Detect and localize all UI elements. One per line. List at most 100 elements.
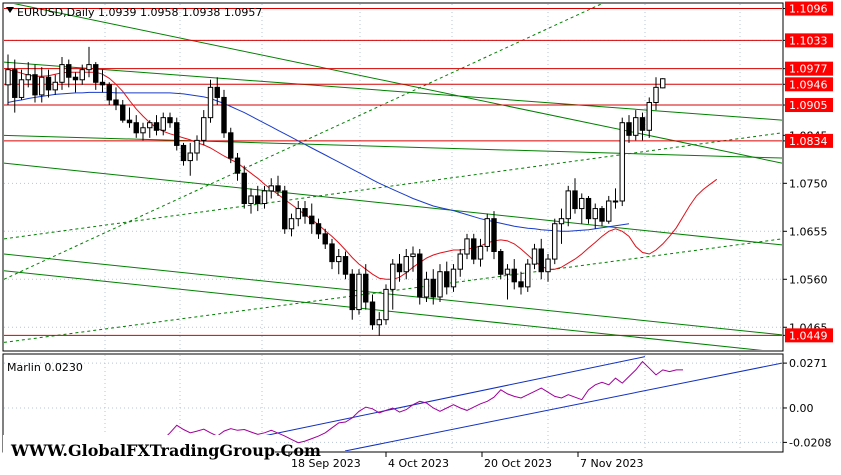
candle-body-bull bbox=[18, 79, 25, 98]
candle bbox=[25, 62, 31, 88]
candle-body-bull bbox=[531, 248, 538, 265]
candle-body-bear bbox=[430, 278, 436, 298]
candle bbox=[295, 200, 301, 227]
time-axis-label: 7 Nov 2023 bbox=[580, 457, 643, 470]
candle-body-bull bbox=[187, 152, 193, 162]
candle bbox=[585, 195, 592, 224]
candle bbox=[396, 254, 403, 282]
candle bbox=[288, 213, 295, 237]
candle-body-bull bbox=[619, 122, 625, 202]
candle-body-bear bbox=[99, 81, 106, 86]
price-level-box bbox=[785, 77, 833, 92]
candle bbox=[390, 259, 396, 310]
osc-axis-label: 0.0271 bbox=[789, 357, 828, 370]
candle bbox=[410, 246, 416, 272]
candle-body-bull bbox=[450, 268, 457, 288]
candle bbox=[342, 251, 349, 280]
candle-body-bull bbox=[147, 122, 153, 129]
candle-body-bear bbox=[444, 271, 450, 288]
candle bbox=[511, 259, 517, 290]
candle bbox=[626, 115, 632, 143]
candle bbox=[329, 238, 335, 270]
candle-body-bear bbox=[106, 84, 112, 101]
indicator-label: Marlin 0.0230 bbox=[7, 361, 83, 374]
candle bbox=[147, 120, 153, 138]
candle bbox=[174, 117, 180, 151]
candle bbox=[241, 165, 247, 209]
candle-body-bull bbox=[464, 238, 470, 255]
candle-body-bull bbox=[295, 208, 301, 220]
price-level-box bbox=[785, 33, 833, 48]
candle-body-bull bbox=[201, 117, 207, 141]
candle-body-bull bbox=[504, 268, 511, 275]
candle-body-bear bbox=[572, 190, 578, 210]
candle-body-bull bbox=[390, 263, 396, 290]
candle-body-bull bbox=[565, 190, 571, 220]
candle bbox=[444, 261, 450, 295]
candle-body-bear bbox=[396, 263, 403, 273]
candle-body-bull bbox=[646, 101, 652, 131]
green-channel-line bbox=[4, 270, 763, 350]
green-channel-line bbox=[13, 4, 782, 164]
candle-body-bull bbox=[383, 288, 389, 321]
candle-body-bear bbox=[498, 251, 504, 275]
price-level-box bbox=[785, 1, 833, 16]
price-axis-label: 1.1033 bbox=[789, 34, 828, 47]
candle-body-bear bbox=[315, 223, 322, 235]
candle bbox=[12, 59, 18, 113]
candle-body-bear bbox=[511, 268, 517, 283]
candle-body-bull bbox=[160, 117, 166, 131]
time-axis-label: 4 Oct 2023 bbox=[388, 457, 449, 470]
candle bbox=[140, 122, 146, 141]
candle-body-bear bbox=[153, 122, 160, 131]
price-panel[interactable] bbox=[2, 0, 784, 353]
candle-body-bull bbox=[248, 195, 254, 205]
candle bbox=[255, 185, 261, 212]
candle-body-bull bbox=[633, 117, 639, 136]
candle-body-bull bbox=[592, 208, 598, 220]
candle-body-bear bbox=[363, 273, 369, 303]
candle bbox=[484, 213, 490, 252]
oscillator-channel bbox=[254, 356, 782, 451]
candle bbox=[336, 248, 342, 275]
candle bbox=[234, 153, 241, 181]
candle-body-bear bbox=[491, 218, 497, 253]
candle bbox=[93, 62, 99, 90]
price-axis-label: 1.0905 bbox=[789, 99, 828, 112]
candle-body-bear bbox=[180, 144, 187, 162]
candle-body-bear bbox=[302, 208, 308, 217]
candle-body-bull bbox=[660, 78, 666, 89]
candle bbox=[194, 135, 200, 161]
price-level-box bbox=[785, 133, 833, 148]
candle-body-bear bbox=[626, 122, 632, 136]
watermark-text: WWW.GlobalFXTradingGroup.Com bbox=[10, 441, 321, 460]
candle-body-bear bbox=[221, 96, 227, 134]
candle bbox=[464, 233, 470, 260]
candle-body-bear bbox=[66, 64, 72, 78]
candle bbox=[349, 269, 355, 320]
green-dashed-line bbox=[4, 132, 782, 240]
candle-body-bear bbox=[133, 122, 139, 134]
candle bbox=[106, 82, 112, 106]
candle-body-bear bbox=[369, 301, 376, 326]
candle-body-bear bbox=[639, 117, 646, 131]
candle-body-bull bbox=[612, 200, 619, 203]
candle bbox=[653, 77, 659, 111]
candle-body-bull bbox=[545, 258, 551, 273]
time-axis-label: 18 Sep 2023 bbox=[291, 457, 361, 470]
candles bbox=[5, 46, 666, 336]
candle bbox=[86, 46, 92, 78]
candle bbox=[214, 77, 220, 106]
price-level-box bbox=[785, 98, 833, 113]
candle-body-bear bbox=[120, 104, 126, 121]
candle bbox=[579, 193, 585, 224]
candle bbox=[430, 269, 436, 305]
candle bbox=[32, 64, 38, 103]
time-axis-label: 20 Oct 2023 bbox=[484, 457, 552, 470]
candle bbox=[457, 248, 463, 277]
candle bbox=[248, 188, 254, 214]
candle-body-bear bbox=[234, 157, 241, 174]
candle bbox=[565, 185, 571, 227]
candle-body-bull bbox=[484, 218, 490, 247]
collapse-triangle-icon[interactable] bbox=[6, 7, 14, 13]
